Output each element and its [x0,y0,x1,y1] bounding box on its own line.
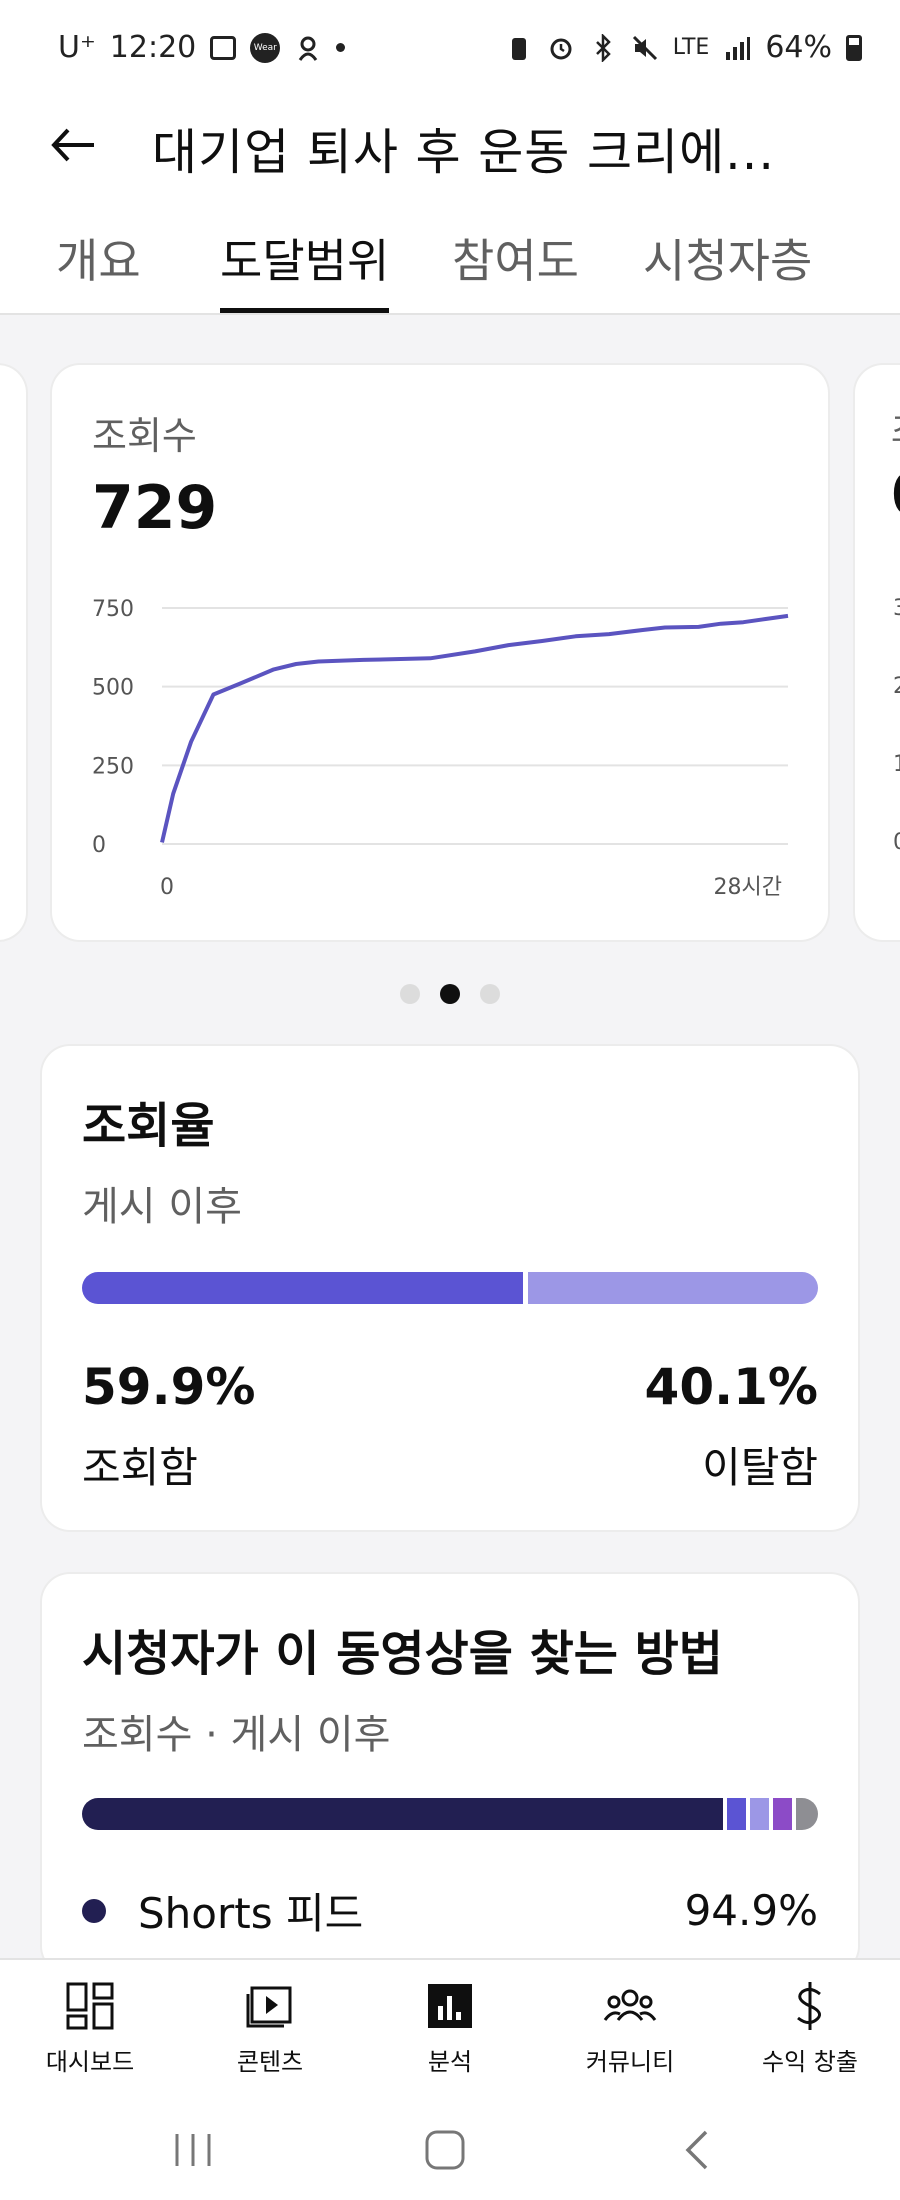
y-tick-label: 250 [92,754,134,779]
y-tick-label: 750 [92,597,134,622]
next-card-tick-3: 0 [893,830,900,855]
mute-icon [632,35,657,60]
traffic-source-row: Shorts 피드 94.9% [82,1880,818,1941]
nav-content-label: 콘텐츠 [236,2048,304,2076]
views-series-line [160,613,789,843]
tab-reach-label: 도달범위 [220,234,390,288]
home-icon[interactable] [415,2120,475,2180]
battery-percent: 64% [765,30,832,65]
next-card-peek: 조 0 3 2 1 0 [891,411,900,855]
status-bar: U⁺ 12:20 Wear LTE 64% [0,0,900,95]
view-ratio-bar [82,1272,818,1304]
system-back-icon[interactable] [668,2120,728,2180]
app-header: 대기업 퇴사 후 운동 크리에... 개요 도달범위 참여도 시청자층 [0,95,900,315]
viewed-label: 조회함 [82,1443,198,1492]
battery-icon [846,34,862,61]
monetization-icon [797,1982,821,2030]
swiped-away-segment [522,1272,818,1304]
y-tick-label: 0 [92,833,106,858]
next-card-tick-1: 2 [893,674,900,699]
view-ratio-subtitle: 게시 이후 [82,1184,242,1230]
status-right: LTE 64% [505,30,862,65]
next-metric-card[interactable]: 조 0 3 2 1 0 [855,365,900,940]
traffic-source-subtitle: 조회수 · 게시 이후 [82,1712,391,1758]
signal-icon [726,36,751,60]
y-tick-label: 500 [92,676,134,701]
views-card[interactable]: 조회수 729 750 500 250 0 0 28시간 [52,365,828,940]
analytics-icon [428,1984,472,2028]
views-label: 조회수 [92,414,197,458]
prev-metric-card[interactable] [0,365,26,940]
traffic-source-card[interactable]: 시청자가 이 동영상을 찾는 방법 조회수 · 게시 이후 Shorts 피드 … [42,1574,858,1974]
video-title: 대기업 퇴사 후 운동 크리에... [152,124,775,181]
nav-community-label: 커뮤니티 [585,2048,675,2076]
back-arrow-icon[interactable] [44,115,104,175]
nav-content[interactable]: 콘텐츠 [180,1960,360,2090]
notification-dot-icon [336,43,346,52]
network-type: LTE [672,35,710,60]
alarm-icon [550,38,572,59]
tab-overview-label: 개요 [56,234,141,288]
tab-reach[interactable]: 도달범위 [220,225,390,313]
nav-dashboard-label: 대시보드 [45,2048,135,2076]
traffic-source-bar [82,1798,818,1830]
view-ratio-title: 조회율 [82,1098,215,1154]
tab-engagement[interactable]: 참여도 [452,225,579,313]
views-line-chart: 750 500 250 0 0 28시간 [92,597,789,900]
dashboard-icon [66,1982,114,2030]
nav-monetization-label: 수익 창출 [762,2048,858,2076]
tab-overview[interactable]: 개요 [56,225,141,313]
pager-dot[interactable] [480,984,500,1004]
viewed-segment [82,1272,523,1304]
nav-community[interactable]: 커뮤니티 [540,1960,720,2090]
shorts-feed-label: Shorts 피드 [138,1889,364,1938]
bottom-navigation: 대시보드 콘텐츠 분석 커뮤니티 수익 창출 [0,1958,900,2090]
tab-engagement-label: 참여도 [452,234,579,288]
x-tick-label-end: 28시간 [714,875,782,900]
system-navigation-bar [0,2090,900,2200]
traffic-segment [749,1798,774,1830]
nav-dashboard[interactable]: 대시보드 [0,1960,180,2090]
traffic-source-title: 시청자가 이 동영상을 찾는 방법 [82,1626,723,1682]
status-left: U⁺ 12:20 Wear [58,30,346,65]
community-icon [603,1989,657,2021]
shorts-feed-dot-icon [82,1898,106,1923]
nav-analytics[interactable]: 분석 [360,1960,540,2090]
next-card-label-peek: 조 [891,411,900,451]
next-card-tick-2: 1 [893,752,900,777]
traffic-segment [773,1798,797,1830]
pager-dot[interactable] [400,984,420,1004]
battery-saver-icon [511,37,526,60]
traffic-segment [726,1798,750,1830]
gallery-icon [210,35,237,60]
clock: 12:20 [109,30,197,65]
viewed-percent: 59.9% [82,1358,256,1416]
carousel-pager [0,984,900,1004]
traffic-segment [796,1798,818,1830]
recent-apps-icon[interactable] [163,2120,223,2180]
swiped-away-percent: 40.1% [644,1358,818,1416]
next-card-value-peek: 0 [891,460,900,530]
swiped-away-label: 이탈함 [702,1443,818,1492]
next-card-tick-0: 3 [893,596,900,621]
x-tick-label-start: 0 [160,875,174,900]
tab-audience-label: 시청자층 [643,234,813,288]
pager-dot[interactable] [440,984,460,1004]
bixby-icon [299,36,318,61]
nav-analytics-label: 분석 [427,2048,473,2076]
wear-icon: Wear [250,32,281,63]
view-ratio-card[interactable]: 조회율 게시 이후 59.9% 조회함 40.1% 이탈함 [42,1046,858,1530]
carrier-label: U⁺ [58,30,96,65]
nav-monetization[interactable]: 수익 창출 [720,1960,900,2090]
traffic-segment [82,1798,727,1830]
tab-audience[interactable]: 시청자층 [643,225,812,313]
tab-bar: 개요 도달범위 참여도 시청자층 [0,225,900,315]
views-value: 729 [92,473,218,543]
bluetooth-icon [595,33,611,62]
shorts-feed-percent: 94.9% [684,1886,818,1935]
content-icon [246,1986,292,2028]
